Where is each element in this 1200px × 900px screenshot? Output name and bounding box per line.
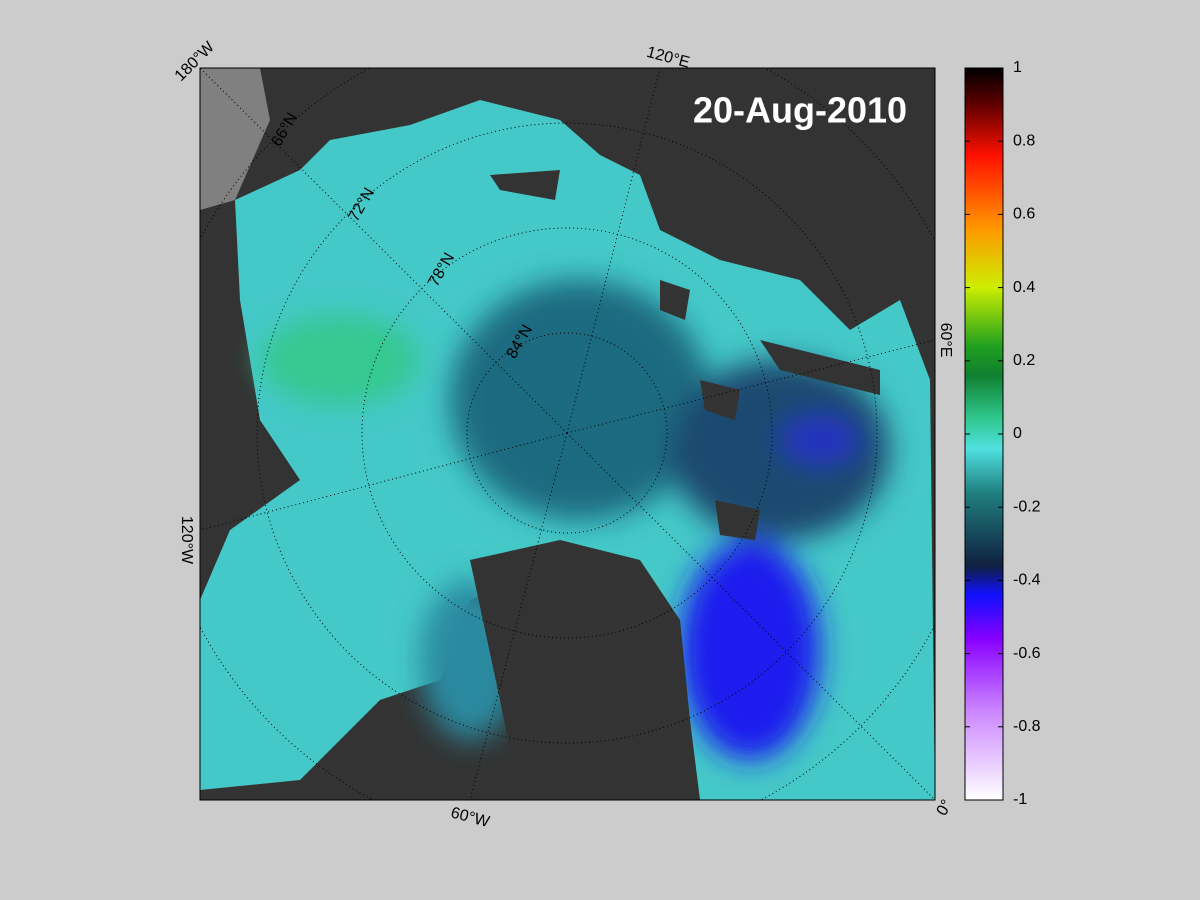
colorbar	[964, 67, 1004, 801]
longitude-label: 120°E	[645, 44, 692, 72]
colorbar-tick-label: 1	[1013, 59, 1022, 76]
colorbar-tick-label: -0.2	[1013, 498, 1041, 515]
longitude-label: 60°W	[449, 804, 492, 831]
date-label: 20-Aug-2010	[693, 90, 907, 131]
colorbar-tick-label: -0.8	[1013, 718, 1041, 735]
longitude-label: 60°E	[937, 323, 954, 358]
graticule	[200, 68, 935, 800]
longitude-label: 120°W	[178, 516, 195, 565]
colorbar-tick-label: 0.2	[1013, 352, 1035, 369]
map-area	[200, 68, 935, 800]
anomaly-field	[260, 280, 890, 760]
colorbar-tick-label: 0	[1013, 425, 1022, 442]
colorbar-tick-label: 0.6	[1013, 206, 1035, 223]
colorbar-tick-label: 0.4	[1013, 279, 1035, 296]
land-edge	[200, 68, 270, 210]
colorbar-tick-label: 0.8	[1013, 132, 1035, 149]
longitude-label: 0°	[934, 797, 956, 819]
colorbar-tick-label: -0.4	[1013, 572, 1041, 589]
map-frame	[199, 67, 936, 801]
colorbar-tick-label: -1	[1013, 791, 1027, 808]
greenland	[470, 540, 700, 800]
colorbar-tick-label: -0.6	[1013, 645, 1041, 662]
islands	[490, 170, 880, 540]
